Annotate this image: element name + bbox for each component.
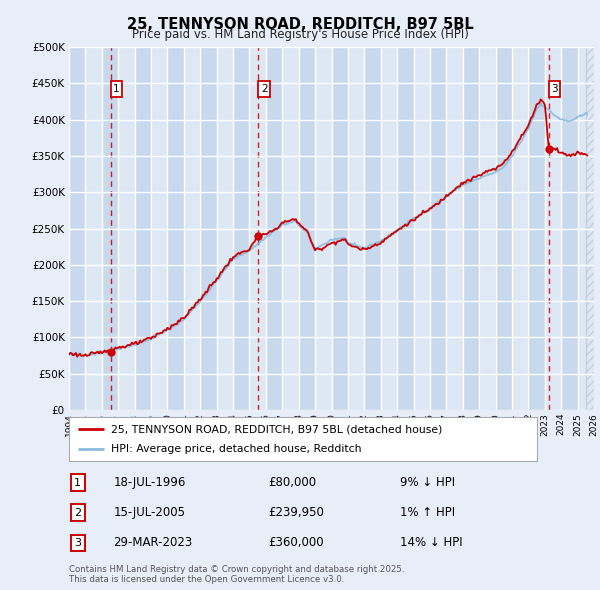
Bar — [430, 47, 446, 410]
Bar — [463, 47, 479, 410]
Bar — [512, 47, 529, 410]
Bar — [545, 47, 561, 410]
Text: 14% ↓ HPI: 14% ↓ HPI — [400, 536, 463, 549]
Text: 9% ↓ HPI: 9% ↓ HPI — [400, 476, 455, 489]
Text: 1% ↑ HPI: 1% ↑ HPI — [400, 506, 455, 519]
Bar — [282, 47, 299, 410]
Bar — [446, 47, 463, 410]
Bar — [315, 47, 331, 410]
Bar — [381, 47, 397, 410]
Text: 25, TENNYSON ROAD, REDDITCH, B97 5BL (detached house): 25, TENNYSON ROAD, REDDITCH, B97 5BL (de… — [111, 424, 442, 434]
Text: 15-JUL-2005: 15-JUL-2005 — [113, 506, 185, 519]
Text: Contains HM Land Registry data © Crown copyright and database right 2025.: Contains HM Land Registry data © Crown c… — [69, 565, 404, 573]
Bar — [413, 47, 430, 410]
Text: 1: 1 — [74, 477, 81, 487]
Bar — [479, 47, 496, 410]
Text: This data is licensed under the Open Government Licence v3.0.: This data is licensed under the Open Gov… — [69, 575, 344, 584]
Bar — [85, 47, 102, 410]
Bar — [134, 47, 151, 410]
Bar — [364, 47, 381, 410]
Text: £239,950: £239,950 — [269, 506, 325, 519]
Text: £80,000: £80,000 — [269, 476, 317, 489]
Bar — [250, 47, 266, 410]
Bar — [233, 47, 250, 410]
Text: 3: 3 — [551, 84, 558, 94]
Bar — [184, 47, 200, 410]
Bar — [299, 47, 315, 410]
Text: Price paid vs. HM Land Registry's House Price Index (HPI): Price paid vs. HM Land Registry's House … — [131, 28, 469, 41]
Bar — [102, 47, 118, 410]
Text: 25, TENNYSON ROAD, REDDITCH, B97 5BL: 25, TENNYSON ROAD, REDDITCH, B97 5BL — [127, 17, 473, 31]
Text: 2: 2 — [74, 508, 82, 518]
Text: 2: 2 — [261, 84, 268, 94]
Bar — [496, 47, 512, 410]
Bar — [151, 47, 167, 410]
Bar — [217, 47, 233, 410]
Bar — [578, 47, 594, 410]
Text: 1: 1 — [113, 84, 120, 94]
Text: 3: 3 — [74, 538, 81, 548]
Bar — [69, 47, 85, 410]
Text: 29-MAR-2023: 29-MAR-2023 — [113, 536, 193, 549]
Text: £360,000: £360,000 — [269, 536, 324, 549]
Bar — [529, 47, 545, 410]
Text: HPI: Average price, detached house, Redditch: HPI: Average price, detached house, Redd… — [111, 444, 362, 454]
Bar — [266, 47, 282, 410]
Bar — [397, 47, 413, 410]
Bar — [348, 47, 364, 410]
Bar — [586, 47, 594, 410]
Text: 18-JUL-1996: 18-JUL-1996 — [113, 476, 186, 489]
Bar — [167, 47, 184, 410]
Bar — [561, 47, 578, 410]
Bar — [118, 47, 134, 410]
Bar — [331, 47, 348, 410]
Bar — [200, 47, 217, 410]
